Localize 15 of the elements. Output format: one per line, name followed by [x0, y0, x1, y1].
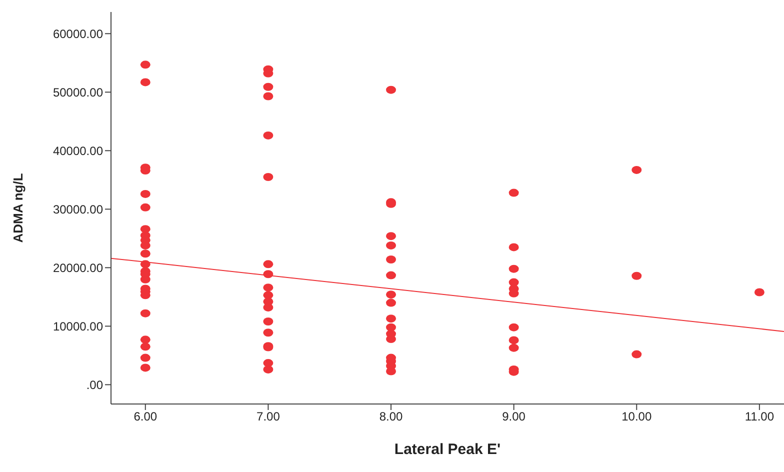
x-tick-label: 11.00 — [744, 410, 774, 424]
y-tick-label: 40000.00 — [52, 144, 104, 158]
x-tick-label: 10.00 — [622, 410, 652, 424]
x-axis-title: Lateral Peak E' — [394, 441, 501, 458]
y-tick-label: 20000.00 — [52, 260, 104, 275]
x-tick-label: 9.00 — [502, 410, 526, 424]
y-tick-label: .00 — [86, 378, 104, 392]
y-tick-label: 50000.00 — [52, 85, 104, 100]
y-tick-label: 10000.00 — [52, 319, 104, 334]
x-tick-label: 7.00 — [256, 410, 280, 424]
y-axis-title: ADMA ng/L — [10, 173, 26, 243]
x-tick-label: 6.00 — [134, 410, 158, 424]
y-tick-label: 60000.00 — [52, 26, 104, 41]
y-tick-label: 30000.00 — [52, 202, 104, 216]
x-tick-label: 8.00 — [379, 410, 404, 424]
